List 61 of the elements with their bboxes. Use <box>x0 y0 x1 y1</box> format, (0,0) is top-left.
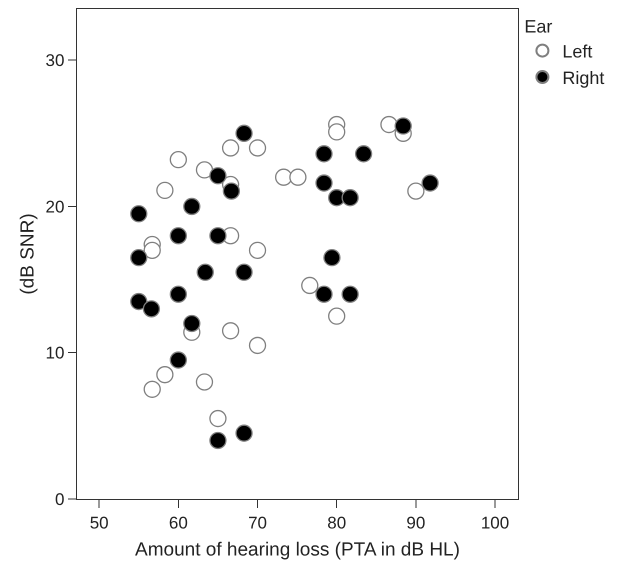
y-axis-title: (dB SNR) <box>17 213 38 295</box>
legend-label: Right <box>562 68 604 88</box>
point <box>170 227 187 244</box>
point <box>407 182 425 200</box>
legend-label: Left <box>562 42 592 62</box>
point <box>342 189 359 206</box>
point <box>328 123 346 141</box>
point <box>235 424 253 442</box>
point <box>196 161 214 179</box>
point <box>144 242 161 259</box>
point <box>196 264 214 281</box>
point <box>315 145 333 162</box>
y-tick-label: 0 <box>54 490 64 509</box>
point <box>183 314 200 332</box>
x-tick-label: 100 <box>480 514 510 533</box>
point <box>235 264 253 281</box>
point <box>130 249 148 266</box>
point <box>235 124 253 142</box>
point <box>209 227 227 244</box>
point <box>222 139 240 157</box>
x-axis-title: Amount of hearing loss (PTA in dB HL) <box>135 539 460 560</box>
point <box>209 410 227 428</box>
y-tick-label: 10 <box>46 344 64 363</box>
point <box>248 139 266 157</box>
point <box>130 205 148 222</box>
point <box>170 351 187 369</box>
point <box>354 145 372 162</box>
y-tick-label: 30 <box>46 51 64 70</box>
legend-title: Ear <box>524 16 552 36</box>
point <box>222 322 240 340</box>
point <box>274 168 292 186</box>
point <box>209 167 227 184</box>
point <box>248 242 266 259</box>
point <box>394 117 412 135</box>
x-tick-label: 90 <box>406 514 426 533</box>
x-tick-label: 80 <box>327 514 346 533</box>
point <box>156 182 174 200</box>
point <box>380 116 398 134</box>
point <box>342 286 359 303</box>
point <box>196 373 214 391</box>
point <box>315 174 333 192</box>
point <box>248 336 266 354</box>
point <box>170 286 187 303</box>
x-tick-label: 50 <box>90 514 109 533</box>
point <box>421 174 439 192</box>
point <box>183 198 200 216</box>
x-tick-label: 70 <box>248 514 267 533</box>
point <box>170 151 187 168</box>
point <box>289 168 307 186</box>
point <box>142 300 160 318</box>
point <box>156 366 174 384</box>
point <box>301 276 318 294</box>
point <box>323 249 341 266</box>
point <box>130 292 148 310</box>
point <box>328 308 346 325</box>
x-tick-label: 60 <box>168 514 188 533</box>
point <box>144 380 161 398</box>
point <box>315 286 333 303</box>
y-tick-label: 20 <box>46 197 64 216</box>
point <box>222 182 240 200</box>
point <box>209 432 227 450</box>
